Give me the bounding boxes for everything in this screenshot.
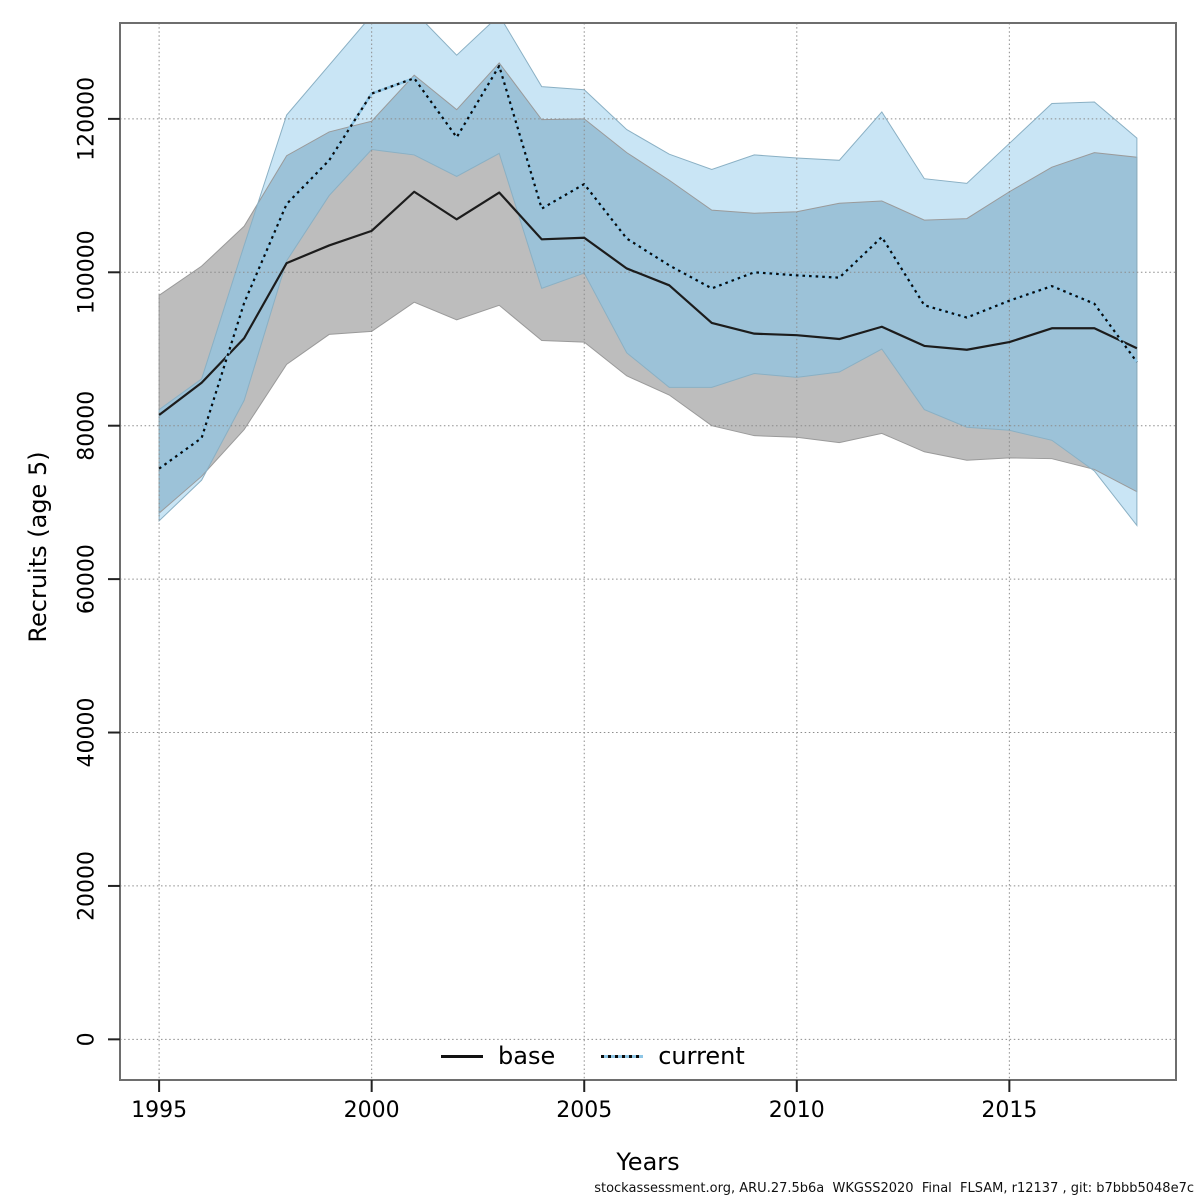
current-line-sample-icon [601, 1054, 644, 1058]
x-axis: 1995 2000 2005 2010 2015 [131, 1080, 1037, 1123]
series-lines [158, 64, 1138, 470]
y-tick-label: 20000 [75, 851, 100, 921]
plot-border [119, 22, 1177, 1081]
band-overlap [159, 62, 1137, 514]
footer-caption: stockassessment.org, ARU.27.5b6a WKGSS20… [594, 1181, 1194, 1196]
y-tick-label: 60000 [75, 544, 100, 614]
y-tick-label: 80000 [75, 391, 100, 461]
x-tick-label: 2010 [769, 1098, 825, 1123]
current-band-outline [158, 23, 1138, 527]
x-tick-label: 1995 [131, 1098, 187, 1123]
x-tick-label: 2000 [344, 1098, 400, 1123]
legend-item-current: current [601, 1042, 745, 1070]
plot-frame [119, 22, 1177, 1081]
legend: base current [441, 1040, 745, 1072]
base-line [158, 190, 1138, 416]
y-axis-title: Recruits (age 5) [24, 451, 52, 643]
base-line-sample-icon [441, 1054, 483, 1058]
y-tick-label: 100000 [75, 230, 100, 314]
x-tick-label: 2015 [981, 1098, 1037, 1123]
confidence-bands [158, 23, 1138, 527]
x-axis-title: Years [616, 1148, 680, 1176]
legend-base-label: base [498, 1042, 556, 1070]
y-axis: 0 20000 40000 60000 80000 100000 120000 [75, 77, 120, 1046]
x-tick-label: 2005 [556, 1098, 612, 1123]
y-tick-label: 40000 [75, 698, 100, 768]
y-tick-label: 120000 [75, 77, 100, 161]
y-tick-label: 0 [75, 1032, 100, 1046]
legend-current-label: current [658, 1042, 745, 1070]
current-line-under [158, 64, 1138, 470]
legend-item-base: base [441, 1042, 555, 1070]
